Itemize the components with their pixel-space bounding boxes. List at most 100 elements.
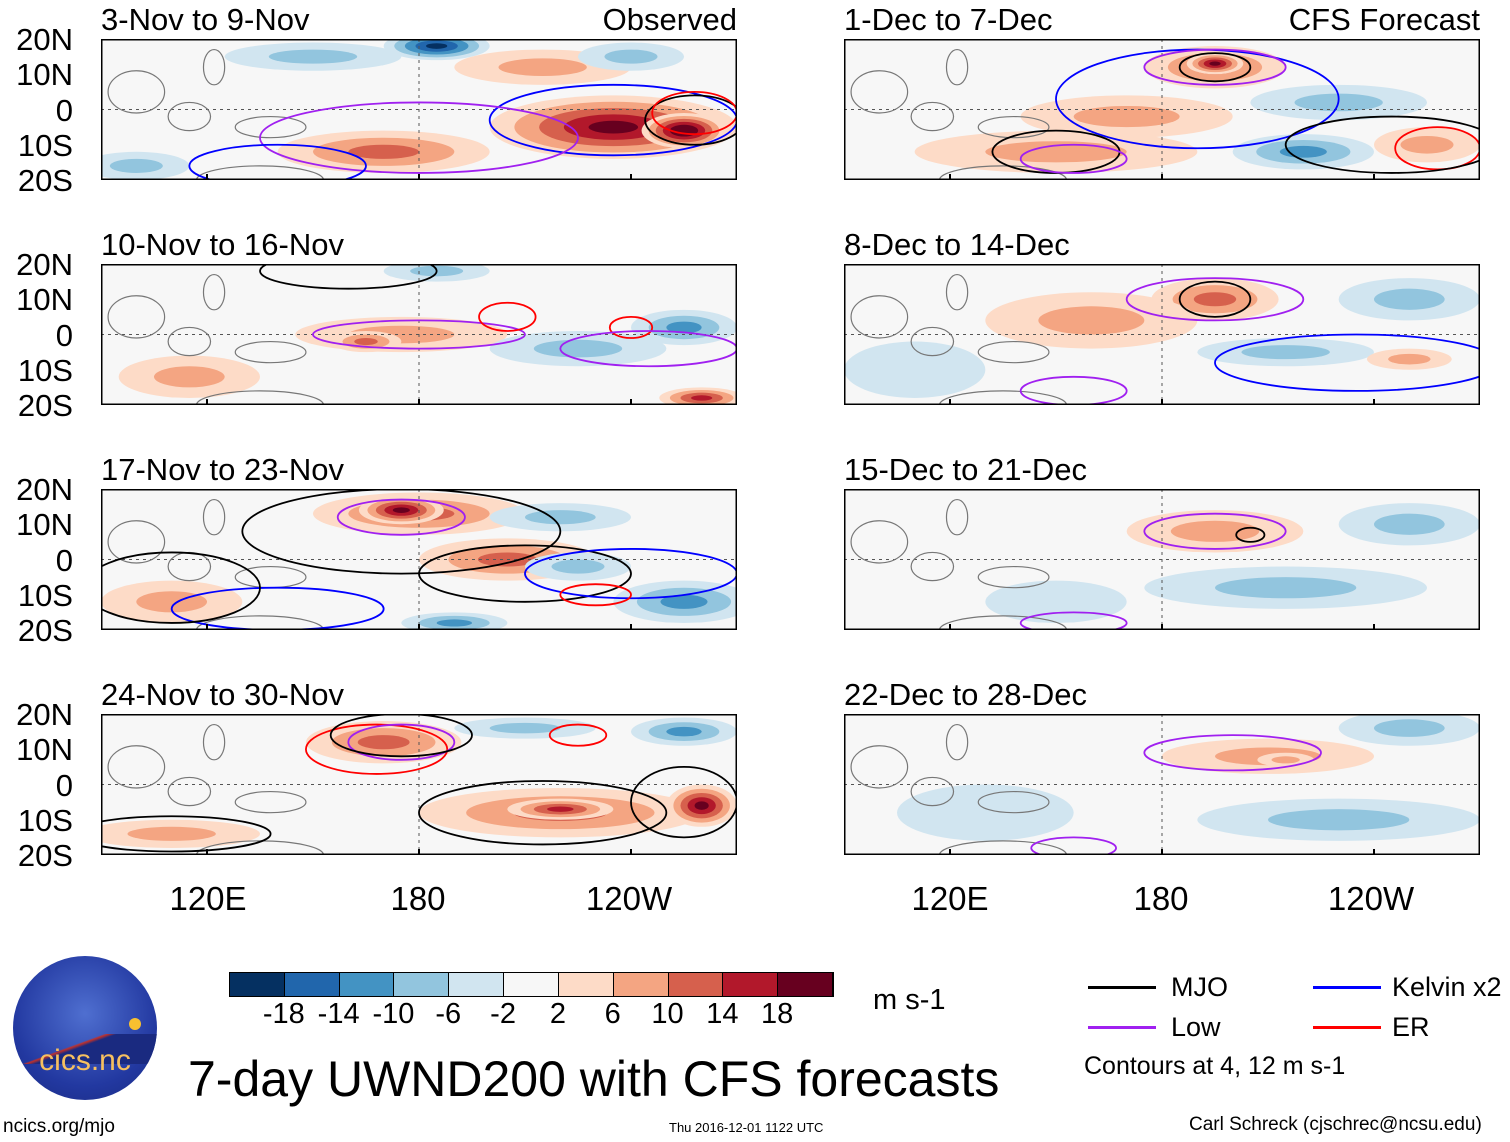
colorbar-label: 10 [651,998,684,1030]
legend-line-low [1088,1026,1156,1029]
panel-title: 10-Nov to 16-Nov [101,227,344,262]
wind-anomaly [588,120,639,134]
lat-label: 20S [17,388,73,423]
low-contour [312,319,526,350]
panel-title: 15-Dec to 21-Dec [844,452,1087,487]
lat-label: 10S [17,802,73,838]
wind-anomaly [1271,756,1300,764]
mjo-contour [1178,52,1252,83]
wind-anomaly [533,339,623,358]
coastline [945,48,969,86]
low-contour [1019,375,1128,405]
wind-anomaly [392,507,410,513]
wind-anomaly [1038,306,1145,335]
lat-label: 0 [55,92,73,128]
panel-title: 1-Dec to 7-Dec [844,2,1053,37]
colorbar-label: -2 [490,998,516,1030]
colorbar-swatch [284,973,340,996]
contour-note: Contours at 4, 12 m s-1 [1084,1052,1346,1080]
legend-label-er: ER [1392,1012,1430,1042]
mjo-contour [1178,280,1252,318]
coastline [910,326,955,357]
mjo-contour [418,780,668,846]
lon-label-120w: 120W [585,880,673,917]
mjo-contour [644,94,737,146]
coastline [850,745,909,789]
lat-label: 20N [16,247,73,282]
coastline [202,48,226,86]
map-panel [844,39,1480,180]
wind-anomaly [1374,513,1445,535]
colorbar [229,972,834,997]
wind-anomaly [154,366,225,388]
panel-title: 17-Nov to 23-Nov [101,452,344,487]
er-contour [548,723,608,747]
coastline [977,565,1050,589]
lat-label: 10S [17,127,73,163]
kelvin-contour [1214,333,1480,392]
panel-title: 8-Dec to 14-Dec [844,227,1070,262]
wind-anomaly [897,784,1074,841]
mjo-contour [101,551,261,624]
lat-label: 20N [16,472,73,507]
lat-label: 10S [17,577,73,613]
coastline [107,745,166,789]
wind-anomaly [551,559,605,574]
wind-anomaly [109,158,163,173]
wind-anomaly [1241,345,1330,360]
coastline [202,273,226,311]
map-panel [101,489,737,630]
colorbar-label: -18 [262,998,305,1030]
wind-anomaly [357,735,410,750]
mjo-contour [259,264,438,290]
er-contour [559,583,632,607]
wind-anomaly [1209,61,1221,66]
er-contour [608,315,654,339]
colorbar-label: 14 [706,998,739,1030]
kelvin-contour [188,143,367,180]
wind-anomaly [489,722,561,734]
wind-anomaly [498,58,587,77]
wind-anomaly [1215,577,1357,599]
low-contour [1125,277,1305,322]
coastline [910,551,955,582]
colorbar-label: 18 [761,998,794,1030]
legend-line-mjo [1088,986,1156,989]
lat-label: 20N [16,22,73,57]
coastline [910,776,955,807]
column-label: Observed [602,2,737,37]
lat-label: 20S [17,163,73,198]
wind-anomaly [1268,809,1410,831]
lat-label: 0 [55,317,73,353]
low-contour [1030,836,1117,855]
colorbar-swatch [558,973,614,996]
map-panel [844,264,1480,405]
mjo-contour [1284,115,1480,174]
low-contour [336,498,466,536]
coastline [167,326,212,357]
colorbar-label: -6 [435,998,462,1030]
wind-anomaly [844,341,986,398]
low-contour [1143,48,1287,86]
wind-anomaly [1388,353,1431,365]
mjo-contour [101,815,272,853]
lat-label: 10N [16,507,73,543]
coastline [234,115,307,139]
coastline [234,790,307,814]
low-contour [1019,611,1128,630]
kelvin-contour [524,548,737,600]
coastline [938,390,1068,405]
map-panel [101,264,737,405]
map-panel [844,489,1480,630]
coastline [107,70,166,114]
map-panel [844,714,1480,855]
wind-anomaly [676,127,692,134]
lon-label-180: 180 [390,880,446,917]
colorbar-label: 2 [549,998,566,1030]
source-url[interactable]: ncics.org/mjo [3,1116,115,1137]
map-panel [101,39,737,180]
wind-anomaly [694,801,709,810]
lon-label-120e: 120E [169,880,247,917]
lat-label: 10N [16,732,73,768]
er-contour [305,723,449,775]
